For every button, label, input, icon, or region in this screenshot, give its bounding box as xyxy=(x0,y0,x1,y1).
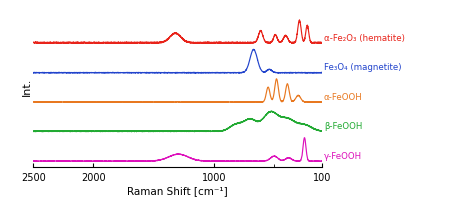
Text: Fe₃O₄ (magnetite): Fe₃O₄ (magnetite) xyxy=(324,63,401,72)
X-axis label: Raman Shift [cm⁻¹]: Raman Shift [cm⁻¹] xyxy=(128,185,228,195)
Text: α-FeOOH: α-FeOOH xyxy=(324,92,363,101)
Text: β-FeOOH: β-FeOOH xyxy=(324,122,362,131)
Y-axis label: Int.: Int. xyxy=(22,78,32,96)
Text: α-Fe₂O₃ (hematite): α-Fe₂O₃ (hematite) xyxy=(324,34,405,43)
Text: γ-FeOOH: γ-FeOOH xyxy=(324,151,362,160)
